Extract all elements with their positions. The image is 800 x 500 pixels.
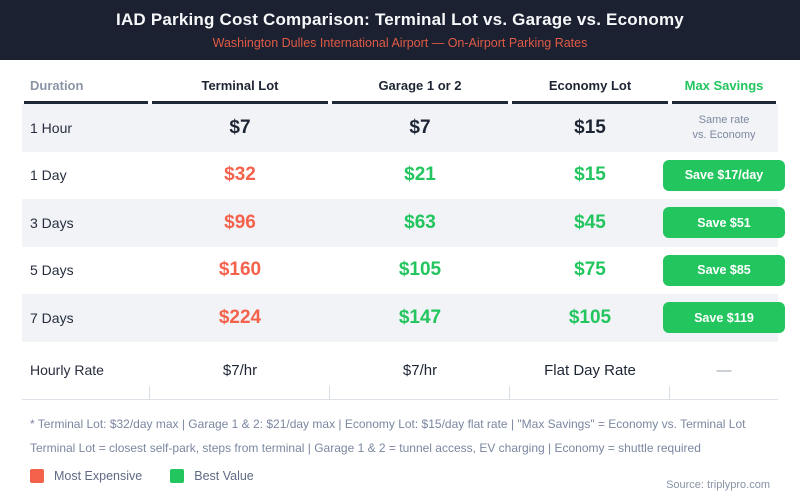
economy-price-cell: $45 <box>510 199 670 247</box>
best-value-swatch-icon <box>170 468 185 483</box>
column-header-terminal-lot: Terminal Lot <box>150 78 330 104</box>
no-savings-dash: — <box>716 361 732 379</box>
terminal-price-cell: $224 <box>150 294 330 342</box>
price-value: $32 <box>224 164 256 186</box>
table-row: 5 Days $160 $105 $75 Save $85 <box>22 247 785 295</box>
legend-item-best-value: Best Value <box>170 468 254 483</box>
table-row: 1 Day $32 $21 $15 Save $17/day <box>22 152 785 200</box>
duration-cell: 1 Day <box>30 167 67 184</box>
price-value: $224 <box>218 306 262 328</box>
terminal-price-cell: $96 <box>150 199 330 247</box>
page-subtitle: Washington Dulles International Airport … <box>212 36 588 50</box>
table-row-hourly-rate: Hourly Rate $7/hr $7/hr Flat Day Rate — <box>22 342 778 400</box>
price-value: $15 <box>574 164 606 186</box>
savings-cell: Save $17/day <box>663 152 785 200</box>
footnotes: * Terminal Lot: $32/day max | Garage 1 &… <box>30 412 770 460</box>
savings-note-line1: Same rate <box>698 113 750 126</box>
price-value: $147 <box>398 306 442 328</box>
page-title: IAD Parking Cost Comparison: Terminal Lo… <box>116 10 684 29</box>
duration-cell: Hourly Rate <box>22 342 150 399</box>
garage-price-cell: $147 <box>330 294 510 342</box>
economy-price-cell: $75 <box>510 247 670 295</box>
economy-price-cell: $105 <box>510 294 670 342</box>
savings-cell: Save $51 <box>663 199 785 247</box>
savings-cell: — <box>670 342 778 399</box>
column-header-max-savings: Max Savings <box>670 78 778 104</box>
terminal-price-cell: $160 <box>150 247 330 295</box>
price-value: $105 <box>568 306 612 328</box>
legend-label: Most Expensive <box>54 468 143 483</box>
garage-price-cell: $7/hr <box>330 342 510 399</box>
save-badge-button[interactable]: Save $17/day <box>663 159 785 191</box>
garage-price-cell: $63 <box>330 199 510 247</box>
table-row: 1 Hour $7 $7 $15 Same rate vs. Economy <box>22 104 778 152</box>
price-value: $105 <box>398 259 442 281</box>
price-value: $15 <box>574 116 606 138</box>
terminal-price-cell: $32 <box>150 152 330 200</box>
duration-cell: 5 Days <box>30 262 74 279</box>
savings-cell: Save $119 <box>663 294 785 342</box>
garage-price-cell: $7 <box>330 104 510 152</box>
header-banner: IAD Parking Cost Comparison: Terminal Lo… <box>0 0 800 60</box>
table-row: 7 Days $224 $147 $105 Save $119 <box>22 294 785 342</box>
economy-price-cell: $15 <box>510 152 670 200</box>
table-body: 1 Hour $7 $7 $15 Same rate vs. Economy 1… <box>22 104 785 400</box>
savings-note-line2: vs. Economy <box>692 128 756 141</box>
price-value: $160 <box>218 259 262 281</box>
terminal-price-cell: $7/hr <box>150 342 330 399</box>
save-badge-button[interactable]: Save $119 <box>663 302 785 334</box>
economy-price-cell: $15 <box>510 104 670 152</box>
table-row: 3 Days $96 $63 $45 Save $51 <box>22 199 785 247</box>
column-header-garage: Garage 1 or 2 <box>330 78 510 104</box>
rate-value: Flat Day Rate <box>544 361 636 379</box>
duration-cell: 1 Hour <box>30 119 73 136</box>
price-value: $75 <box>574 259 606 281</box>
savings-cell: Same rate vs. Economy <box>670 104 778 152</box>
most-expensive-swatch-icon <box>30 468 44 483</box>
garage-price-cell: $21 <box>330 152 510 200</box>
economy-price-cell: Flat Day Rate <box>510 342 670 399</box>
comparison-table: Duration Terminal Lot Garage 1 or 2 Econ… <box>22 78 785 400</box>
source-attribution: Source: triplypro.com <box>666 479 770 491</box>
table-header-row: Duration Terminal Lot Garage 1 or 2 Econ… <box>22 78 778 104</box>
legend-item-most-expensive: Most Expensive <box>30 468 143 483</box>
garage-price-cell: $105 <box>330 247 510 295</box>
duration-cell: 3 Days <box>30 214 74 231</box>
save-badge-button[interactable]: Save $51 <box>663 207 785 239</box>
price-value: $63 <box>404 211 436 233</box>
price-value: $96 <box>224 211 256 233</box>
rate-value: $7/hr <box>402 361 438 379</box>
terminal-price-cell: $7 <box>150 104 330 152</box>
footnote-line2: Terminal Lot = closest self-park, steps … <box>30 440 701 455</box>
price-value: $45 <box>574 211 606 233</box>
price-value: $21 <box>404 164 436 186</box>
duration-cell: 7 Days <box>30 309 74 326</box>
legend-label: Best Value <box>194 468 254 483</box>
footnote-line1: * Terminal Lot: $32/day max | Garage 1 &… <box>30 416 746 431</box>
column-header-duration: Duration <box>22 78 150 104</box>
rate-value: $7/hr <box>222 361 258 379</box>
column-header-economy-lot: Economy Lot <box>510 78 670 104</box>
legend: Most Expensive Best Value <box>30 468 800 483</box>
savings-note: Same rate vs. Economy <box>693 113 756 143</box>
price-value: $7 <box>229 116 251 138</box>
savings-cell: Save $85 <box>663 247 785 295</box>
price-value: $7 <box>409 116 431 138</box>
save-badge-button[interactable]: Save $85 <box>663 254 785 286</box>
